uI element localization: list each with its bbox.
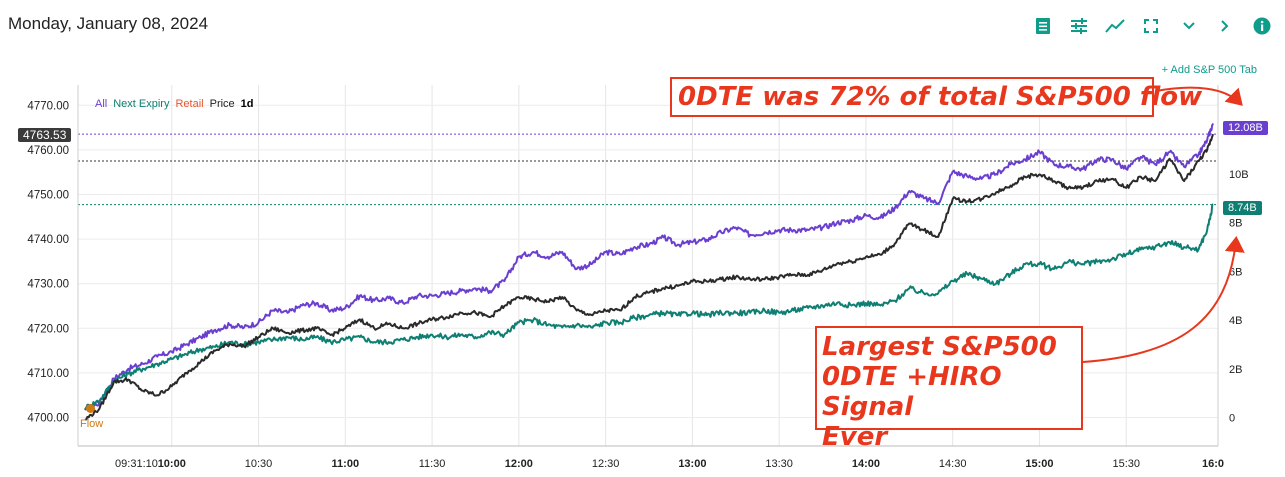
chevron-down-icon[interactable] (1180, 16, 1198, 36)
y-tick-label: 4700.00 (27, 413, 69, 425)
price-current-badge: 4763.53 (18, 128, 72, 142)
series-line-all (84, 123, 1214, 412)
reference-lines (78, 133, 1218, 206)
legend: All Next Expiry Retail Price 1d (95, 98, 254, 110)
annotation-top: 0DTE was 72% of total S&P500 flow (670, 77, 1202, 117)
all-current-badge: 12.08B (1223, 121, 1268, 135)
annotation-bottom-line-3: Ever (822, 422, 888, 452)
legend-next-expiry[interactable]: Next Expiry (113, 98, 170, 110)
y-tick-label: 4750.00 (27, 190, 69, 202)
flow-label: Flow (80, 418, 104, 430)
y-tick-label: 4720.00 (27, 323, 69, 335)
table-icon[interactable] (1034, 16, 1052, 36)
chevron-right-icon[interactable] (1216, 16, 1234, 36)
add-sp500-tab-link[interactable]: + Add S&P 500 Tab (1161, 64, 1257, 76)
x-tick-label: 12:00 (505, 458, 533, 470)
x-tick-label: 14:00 (852, 458, 880, 470)
x-tick-label: 09:31:10 (115, 458, 158, 470)
right-tick-label: 4B (1229, 315, 1242, 327)
legend-price[interactable]: Price (209, 98, 235, 110)
right-tick-label: 2B (1229, 364, 1242, 376)
arrow-top (1155, 86, 1243, 106)
right-tick-label: 10B (1229, 169, 1249, 181)
annotation-arrows (1082, 86, 1245, 363)
x-tick-label: 15:30 (1112, 458, 1140, 470)
annotation-bottom-line-1: Largest S&P500 (822, 332, 1057, 362)
flow-marker (86, 404, 95, 413)
x-tick-label: 11:00 (332, 458, 360, 470)
series-lines (84, 123, 1214, 421)
annotation-bottom: Largest S&P500 0DTE +HIRO Signal Ever (815, 326, 1083, 452)
x-tick-label: 13:00 (678, 458, 706, 470)
series-line-next-expiry (84, 203, 1214, 411)
y-tick-label: 4710.00 (27, 368, 69, 380)
y-tick-label: 4740.00 (27, 234, 69, 246)
legend-retail[interactable]: Retail (175, 98, 204, 110)
x-tick-label: 10:30 (245, 458, 273, 470)
x-tick-label: 12:30 (592, 458, 620, 470)
x-tick-label: 14:30 (939, 458, 967, 470)
sliders-icon[interactable] (1069, 16, 1089, 36)
axes: 09:31:10 10:00 10:30 11:00 11:30 12:00 12:30 13… (27, 85, 1249, 470)
x-tick-label: 15:00 (1025, 458, 1053, 470)
right-tick-label: 6B (1229, 266, 1242, 278)
x-tick-label: 10:00 (158, 458, 186, 470)
info-icon[interactable] (1252, 16, 1272, 36)
fullscreen-icon[interactable] (1142, 16, 1160, 36)
y-tick-label: 4760.00 (27, 145, 69, 157)
y-tick-label: 4730.00 (27, 279, 69, 291)
annotation-bottom-line-2: 0DTE +HIRO Signal (822, 362, 1002, 422)
page-date: Monday, January 08, 2024 (8, 14, 209, 33)
x-tick-label: 11:30 (419, 458, 446, 470)
legend-range[interactable]: 1d (240, 98, 254, 110)
x-tick-label: 16:0 (1202, 458, 1224, 470)
line-chart-icon[interactable] (1104, 16, 1126, 36)
x-tick-label: 13:30 (765, 458, 793, 470)
arrow-bottom (1082, 236, 1245, 363)
legend-all[interactable]: All (95, 98, 108, 110)
next-expiry-current-badge: 8.74B (1223, 201, 1262, 215)
y-tick-label: 4770.00 (27, 100, 69, 112)
series-line-price (84, 133, 1214, 421)
right-tick-label: 8B (1229, 218, 1242, 230)
right-tick-label: 0 (1229, 413, 1235, 425)
